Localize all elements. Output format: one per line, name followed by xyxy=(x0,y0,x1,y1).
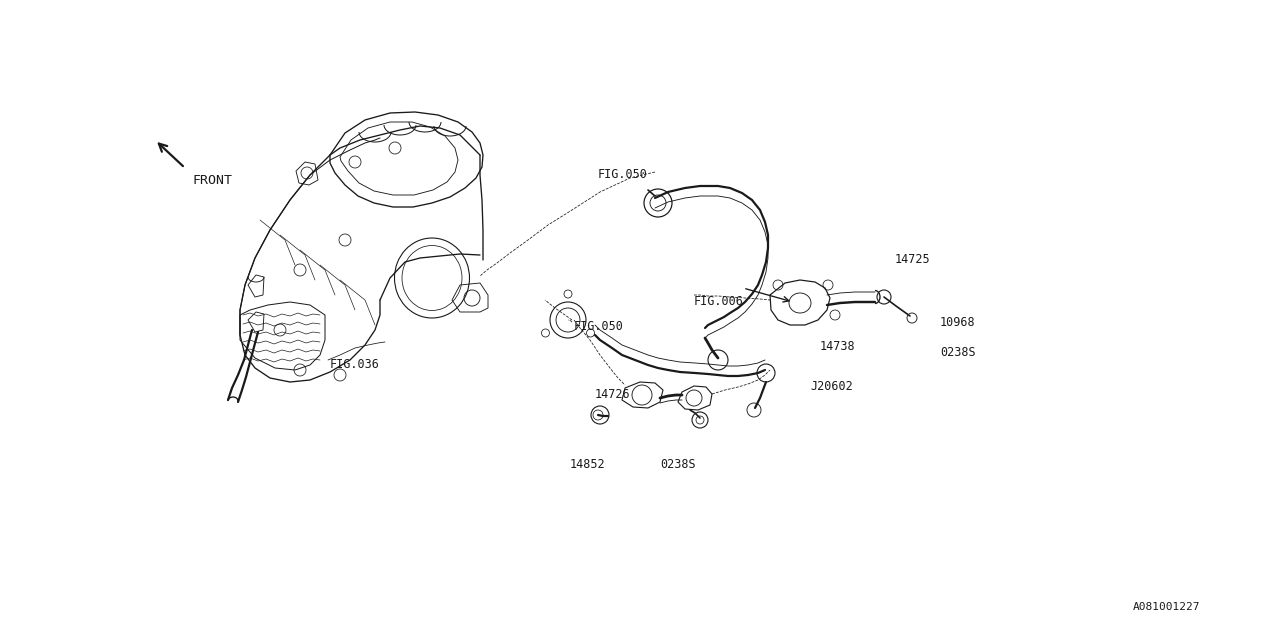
Text: FIG.050: FIG.050 xyxy=(598,168,648,181)
Text: 0238S: 0238S xyxy=(660,458,695,471)
Text: A081001227: A081001227 xyxy=(1133,602,1201,612)
Text: FIG.006: FIG.006 xyxy=(694,295,744,308)
Text: 0238S: 0238S xyxy=(940,346,975,359)
Text: 14726: 14726 xyxy=(595,388,631,401)
Text: 14725: 14725 xyxy=(895,253,931,266)
Text: FIG.050: FIG.050 xyxy=(573,320,623,333)
Text: 10968: 10968 xyxy=(940,316,975,329)
Text: FIG.036: FIG.036 xyxy=(330,358,380,371)
Text: J20602: J20602 xyxy=(810,380,852,393)
Text: 14852: 14852 xyxy=(570,458,605,471)
Text: FRONT: FRONT xyxy=(192,174,232,187)
Text: 14738: 14738 xyxy=(820,340,855,353)
